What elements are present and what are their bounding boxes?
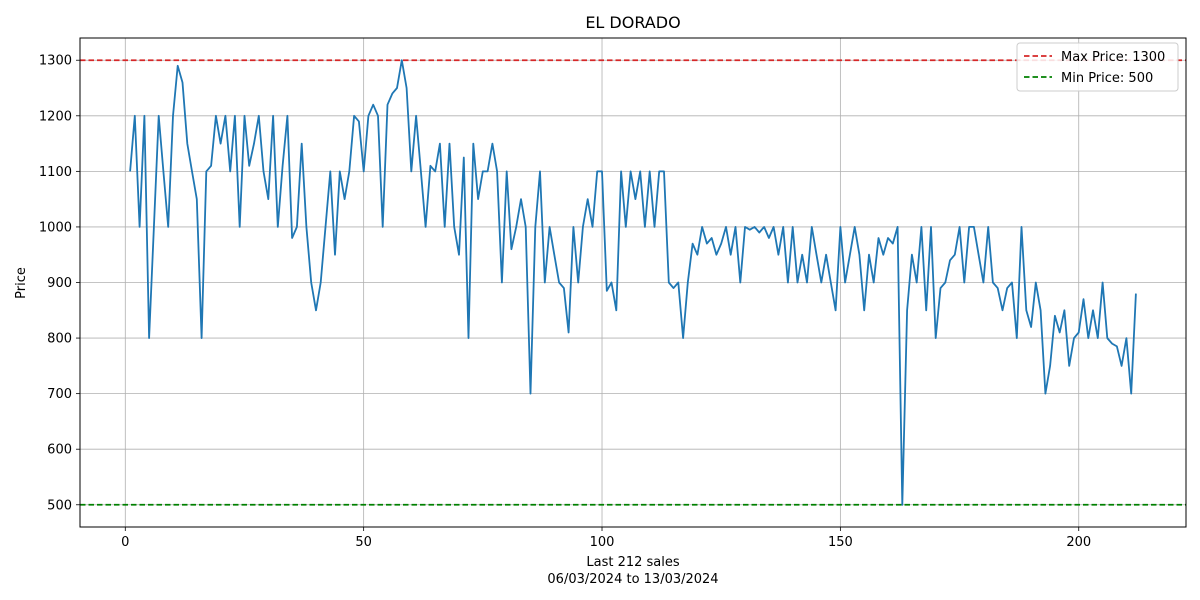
x-axis-ticks: 0 50 100 150 200	[121, 527, 1091, 550]
y-axis-title: Price	[14, 267, 29, 299]
y-tick-label: 900	[47, 276, 72, 291]
x-tick-label: 50	[355, 535, 372, 550]
y-axis-ticks: 500 600 700 800 900 1000 1100 1200 1300	[39, 54, 80, 513]
y-tick-label: 1200	[39, 109, 72, 124]
x-axis-subtitle: 06/03/2024 to 13/03/2024	[547, 572, 718, 587]
series-layer	[129, 59, 1137, 506]
y-tick-label: 800	[47, 332, 72, 347]
x-tick-label: 200	[1066, 535, 1091, 550]
legend-box	[1016, 42, 1179, 92]
legend-min-price-label: Min Price: 500	[1061, 71, 1153, 86]
grid-lines	[80, 38, 1186, 527]
x-tick-label: 150	[828, 535, 853, 550]
price-series-line	[129, 59, 1137, 506]
legend-max-price-label: Max Price: 1300	[1061, 50, 1165, 65]
x-tick-label: 100	[590, 535, 615, 550]
x-tick-label: 0	[121, 535, 129, 550]
legend: Max Price: 1300 Min Price: 500	[1016, 42, 1179, 92]
y-tick-label: 1100	[39, 165, 72, 180]
y-tick-label: 500	[47, 498, 72, 513]
y-tick-label: 600	[47, 443, 72, 458]
chart-title: EL DORADO	[585, 13, 680, 32]
y-tick-label: 700	[47, 387, 72, 402]
y-tick-label: 1300	[39, 54, 72, 69]
x-axis-title: Last 212 sales	[586, 555, 680, 570]
reference-lines	[80, 59, 1186, 506]
y-tick-label: 1000	[39, 220, 72, 235]
